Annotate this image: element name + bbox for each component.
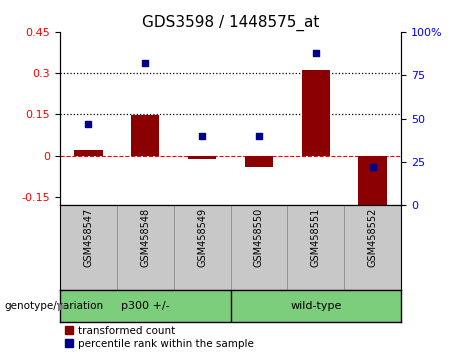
Text: ▶: ▶ [58, 301, 66, 311]
Point [312, 50, 319, 56]
Text: GSM458547: GSM458547 [83, 208, 94, 267]
Text: GSM458549: GSM458549 [197, 208, 207, 267]
Point [85, 121, 92, 127]
Legend: transformed count, percentile rank within the sample: transformed count, percentile rank withi… [65, 326, 254, 349]
Text: wild-type: wild-type [290, 301, 342, 311]
Title: GDS3598 / 1448575_at: GDS3598 / 1448575_at [142, 14, 319, 30]
Point [142, 60, 149, 66]
Point [369, 164, 376, 170]
Bar [301, 70, 330, 156]
Bar [188, 156, 216, 159]
Bar [358, 156, 387, 205]
Bar [74, 150, 102, 156]
Text: p300 +/-: p300 +/- [121, 301, 170, 311]
Text: GSM458552: GSM458552 [367, 208, 378, 267]
Text: genotype/variation: genotype/variation [5, 301, 104, 311]
Bar [245, 156, 273, 167]
Point [255, 133, 263, 139]
Point [198, 133, 206, 139]
Text: GSM458548: GSM458548 [140, 208, 150, 267]
Text: GSM458551: GSM458551 [311, 208, 321, 267]
Bar [131, 115, 160, 156]
Text: GSM458550: GSM458550 [254, 208, 264, 267]
